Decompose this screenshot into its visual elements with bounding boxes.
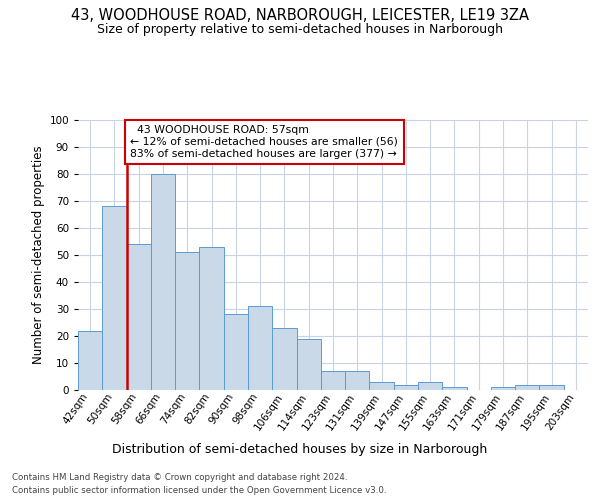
Text: Contains HM Land Registry data © Crown copyright and database right 2024.: Contains HM Land Registry data © Crown c… [12,472,347,482]
Bar [515,384,539,390]
Text: Size of property relative to semi-detached houses in Narborough: Size of property relative to semi-detach… [97,22,503,36]
Text: 43 WOODHOUSE ROAD: 57sqm
← 12% of semi-detached houses are smaller (56)
83% of s: 43 WOODHOUSE ROAD: 57sqm ← 12% of semi-d… [130,126,398,158]
Y-axis label: Number of semi-detached properties: Number of semi-detached properties [32,146,45,364]
Bar [248,306,272,390]
Text: Contains public sector information licensed under the Open Government Licence v3: Contains public sector information licen… [12,486,386,495]
Bar [321,371,345,390]
Bar [394,384,418,390]
Bar [345,371,370,390]
Bar [127,244,151,390]
Bar [491,388,515,390]
Bar [272,328,296,390]
Bar [151,174,175,390]
Bar [224,314,248,390]
Text: 43, WOODHOUSE ROAD, NARBOROUGH, LEICESTER, LE19 3ZA: 43, WOODHOUSE ROAD, NARBOROUGH, LEICESTE… [71,8,529,22]
Bar [370,382,394,390]
Bar [102,206,127,390]
Bar [78,330,102,390]
Bar [442,388,467,390]
Bar [175,252,199,390]
Bar [296,338,321,390]
Bar [199,247,224,390]
Bar [418,382,442,390]
Bar [539,384,564,390]
Text: Distribution of semi-detached houses by size in Narborough: Distribution of semi-detached houses by … [112,442,488,456]
